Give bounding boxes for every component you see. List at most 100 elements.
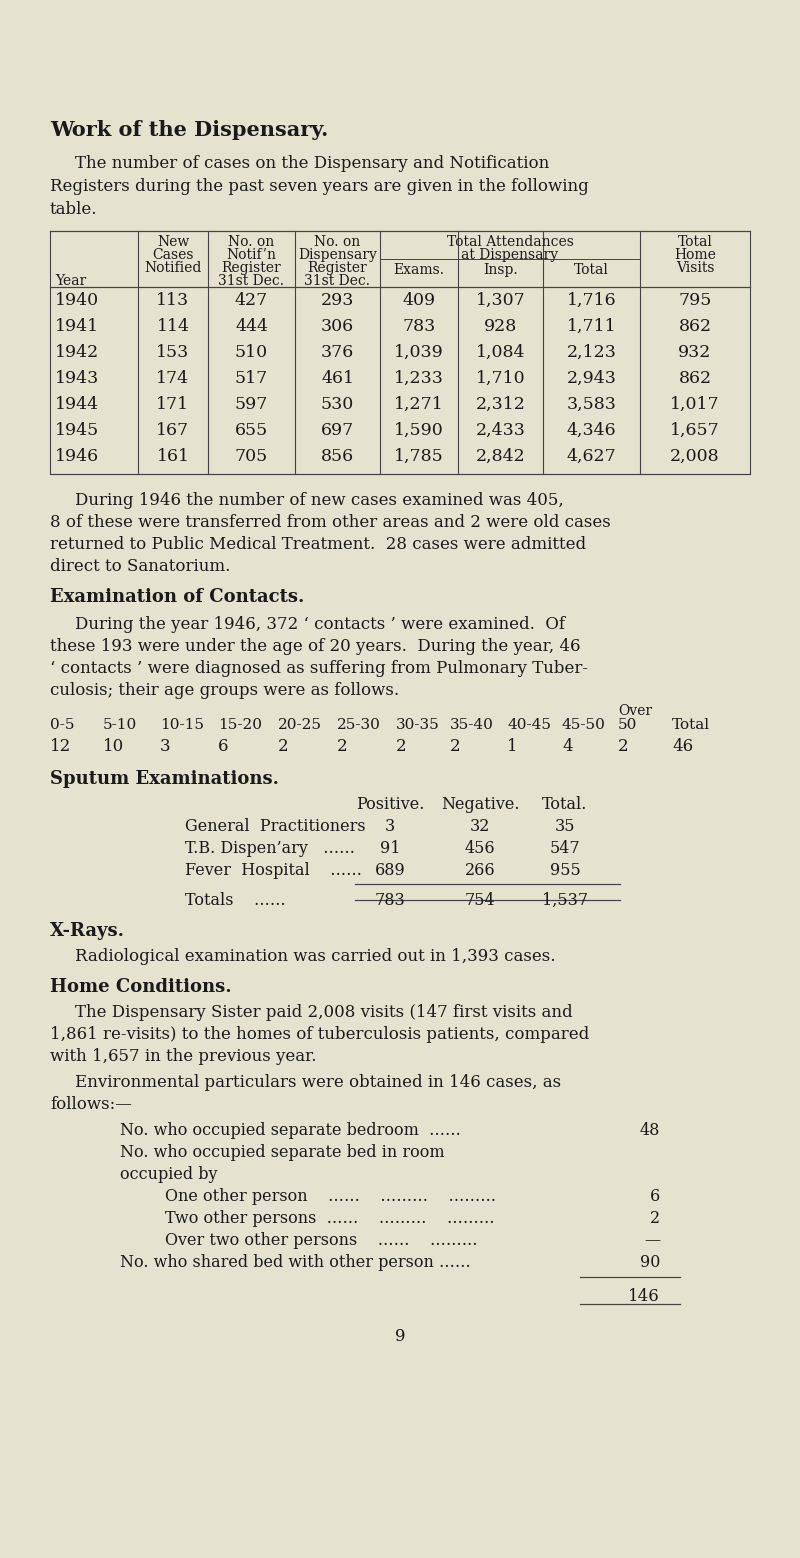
Text: X-Rays.: X-Rays. — [50, 922, 125, 939]
Text: 171: 171 — [157, 396, 190, 413]
Text: Total.: Total. — [542, 796, 588, 813]
Text: 795: 795 — [678, 291, 712, 308]
Text: 862: 862 — [678, 369, 711, 386]
Text: 1946: 1946 — [55, 449, 99, 464]
Text: 40-45: 40-45 — [507, 718, 551, 732]
Text: 376: 376 — [321, 344, 354, 361]
Text: 705: 705 — [235, 449, 268, 464]
Text: 10-15: 10-15 — [160, 718, 204, 732]
Text: 10: 10 — [103, 738, 124, 756]
Text: 932: 932 — [678, 344, 712, 361]
Text: Radiological examination was carried out in 1,393 cases.: Radiological examination was carried out… — [75, 947, 555, 964]
Text: 153: 153 — [156, 344, 190, 361]
Text: 32: 32 — [470, 818, 490, 835]
Text: 306: 306 — [321, 318, 354, 335]
Text: 862: 862 — [678, 318, 711, 335]
Text: 1,785: 1,785 — [394, 449, 444, 464]
Text: 2: 2 — [278, 738, 289, 756]
Text: 783: 783 — [402, 318, 436, 335]
Text: 35-40: 35-40 — [450, 718, 494, 732]
Text: 1,861 re-visits) to the homes of tuberculosis patients, compared: 1,861 re-visits) to the homes of tubercu… — [50, 1027, 590, 1042]
Text: 50: 50 — [618, 718, 638, 732]
Text: New: New — [157, 235, 189, 249]
Text: 1940: 1940 — [55, 291, 99, 308]
Text: 1: 1 — [507, 738, 518, 756]
Text: 783: 783 — [374, 893, 406, 908]
Text: 2: 2 — [450, 738, 461, 756]
Text: 1,657: 1,657 — [670, 422, 720, 439]
Text: Registers during the past seven years are given in the following: Registers during the past seven years ar… — [50, 178, 589, 195]
Text: 655: 655 — [235, 422, 268, 439]
Text: Sputum Examinations.: Sputum Examinations. — [50, 770, 279, 788]
Text: Two other persons  ……    ………    ………: Two other persons …… ……… ……… — [165, 1211, 494, 1228]
Text: Register: Register — [308, 262, 367, 276]
Text: Insp.: Insp. — [483, 263, 518, 277]
Text: 31st Dec.: 31st Dec. — [305, 274, 370, 288]
Text: 4: 4 — [562, 738, 573, 756]
Text: The Dispensary Sister paid 2,008 visits (147 first visits and: The Dispensary Sister paid 2,008 visits … — [75, 1003, 573, 1020]
Text: 293: 293 — [321, 291, 354, 308]
Text: follows:—: follows:— — [50, 1095, 132, 1112]
Text: 25-30: 25-30 — [337, 718, 381, 732]
Text: 1941: 1941 — [55, 318, 99, 335]
Text: 2: 2 — [650, 1211, 660, 1228]
Text: 1,590: 1,590 — [394, 422, 444, 439]
Text: The number of cases on the Dispensary and Notification: The number of cases on the Dispensary an… — [75, 154, 550, 171]
Text: 146: 146 — [628, 1288, 660, 1306]
Text: Negative.: Negative. — [441, 796, 519, 813]
Text: Over two other persons    ……    ………: Over two other persons …… ……… — [165, 1232, 478, 1250]
Text: 3: 3 — [160, 738, 170, 756]
Text: 2: 2 — [618, 738, 629, 756]
Text: Over: Over — [618, 704, 652, 718]
Text: 1,271: 1,271 — [394, 396, 444, 413]
Text: 2,842: 2,842 — [476, 449, 526, 464]
Text: Total: Total — [574, 263, 609, 277]
Text: 456: 456 — [465, 840, 495, 857]
Text: 1945: 1945 — [55, 422, 99, 439]
Text: 48: 48 — [640, 1122, 660, 1139]
Text: 517: 517 — [235, 369, 268, 386]
Text: Dispensary: Dispensary — [298, 248, 377, 262]
Text: 856: 856 — [321, 449, 354, 464]
Text: 174: 174 — [157, 369, 190, 386]
Text: 547: 547 — [550, 840, 580, 857]
Text: Notif’n: Notif’n — [226, 248, 277, 262]
Text: 510: 510 — [235, 344, 268, 361]
Text: 20-25: 20-25 — [278, 718, 322, 732]
Text: 427: 427 — [235, 291, 268, 308]
Text: 1,084: 1,084 — [476, 344, 526, 361]
Text: 1944: 1944 — [55, 396, 99, 413]
Text: 597: 597 — [235, 396, 268, 413]
Text: 1,233: 1,233 — [394, 369, 444, 386]
Text: 5-10: 5-10 — [103, 718, 138, 732]
Text: General  Practitioners: General Practitioners — [185, 818, 366, 835]
Text: 754: 754 — [465, 893, 495, 908]
Text: Environmental particulars were obtained in 146 cases, as: Environmental particulars were obtained … — [75, 1073, 561, 1091]
Text: T.B. Dispen’ary   ……: T.B. Dispen’ary …… — [185, 840, 355, 857]
Text: direct to Sanatorium.: direct to Sanatorium. — [50, 558, 230, 575]
Text: During 1946 the number of new cases examined was 405,: During 1946 the number of new cases exam… — [75, 492, 564, 509]
Text: Total Attendances: Total Attendances — [446, 235, 574, 249]
Text: at Dispensary: at Dispensary — [462, 248, 558, 262]
Text: 0-5: 0-5 — [50, 718, 74, 732]
Text: culosis; their age groups were as follows.: culosis; their age groups were as follow… — [50, 682, 399, 700]
Text: 2,312: 2,312 — [475, 396, 526, 413]
Text: Year: Year — [55, 274, 86, 288]
Text: 8 of these were transferred from other areas and 2 were old cases: 8 of these were transferred from other a… — [50, 514, 610, 531]
Text: Fever  Hospital    ……: Fever Hospital …… — [185, 862, 362, 879]
Text: occupied by: occupied by — [120, 1165, 218, 1183]
Text: Home: Home — [674, 248, 716, 262]
Text: 6: 6 — [650, 1189, 660, 1204]
Text: —: — — [644, 1232, 660, 1250]
Text: Exams.: Exams. — [394, 263, 445, 277]
Text: Home Conditions.: Home Conditions. — [50, 978, 232, 996]
Text: 2,433: 2,433 — [475, 422, 526, 439]
Text: 2,123: 2,123 — [566, 344, 617, 361]
Text: No. who shared bed with other person ……: No. who shared bed with other person …… — [120, 1254, 470, 1271]
Text: 167: 167 — [157, 422, 190, 439]
Text: During the year 1946, 372 ‘ contacts ’ were examined.  Of: During the year 1946, 372 ‘ contacts ’ w… — [75, 615, 565, 633]
Text: 1942: 1942 — [55, 344, 99, 361]
Text: 461: 461 — [321, 369, 354, 386]
Text: 46: 46 — [672, 738, 693, 756]
Text: 955: 955 — [550, 862, 580, 879]
